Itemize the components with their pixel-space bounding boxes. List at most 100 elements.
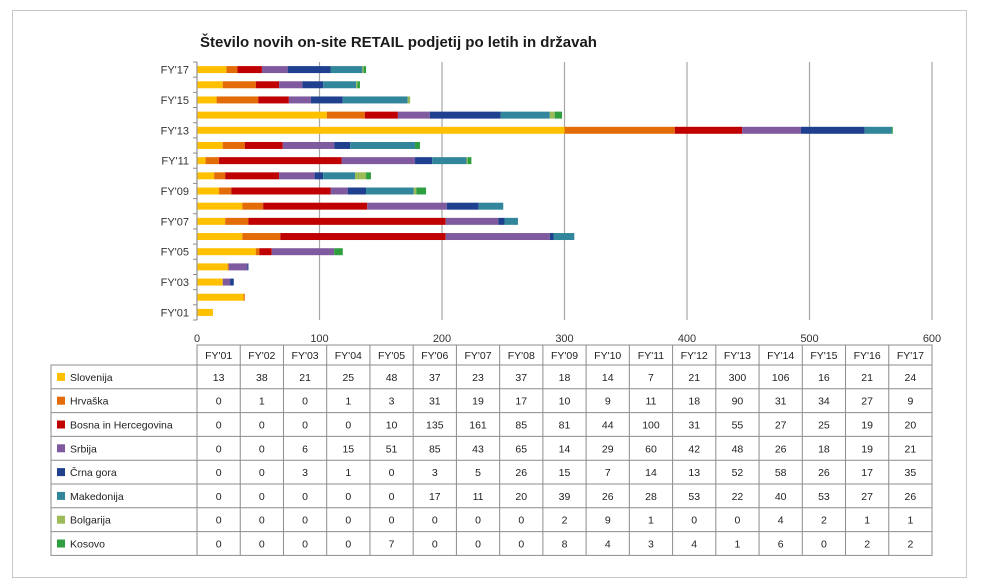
bar-segment — [498, 217, 505, 225]
table-cell-value: 25 — [342, 372, 354, 384]
bar-segment — [554, 111, 563, 119]
table-cell-value: 17 — [429, 491, 441, 503]
table-header-cell: FY'04 — [335, 350, 362, 362]
table-cell-value: 81 — [559, 420, 571, 432]
table-cell-value: 0 — [259, 515, 265, 527]
y-tick-label: FY'11 — [161, 156, 189, 168]
table-cell-value: 135 — [426, 420, 444, 432]
table-cell-value: 65 — [515, 443, 527, 455]
x-tick-label: 100 — [310, 333, 328, 345]
table-cell-value: 6 — [778, 539, 784, 551]
bar-segment — [243, 293, 245, 301]
legend-key — [57, 444, 65, 453]
table-cell-value: 52 — [732, 467, 744, 479]
bar-segment — [445, 233, 550, 241]
bar-segment — [310, 96, 343, 104]
x-tick-label: 500 — [800, 333, 818, 345]
bar-segment — [288, 96, 311, 104]
table-cell-value: 0 — [216, 396, 222, 408]
table-cell-value: 9 — [605, 515, 611, 527]
bar-segment — [549, 111, 555, 119]
table-cell-value: 14 — [645, 467, 657, 479]
bar-segment — [326, 111, 365, 119]
series-label: Bolgarija — [70, 515, 111, 527]
bar-segment — [219, 157, 342, 165]
table-cell-value: 31 — [429, 396, 441, 408]
bar-segment — [225, 172, 280, 180]
bar-segment — [205, 157, 220, 165]
table-cell-value: 7 — [605, 467, 611, 479]
table-cell-value: 26 — [515, 467, 527, 479]
table-cell-value: 35 — [905, 467, 917, 479]
bar-segment — [197, 263, 228, 271]
legend-key — [57, 468, 65, 477]
table-cell-value: 38 — [256, 372, 268, 384]
table-cell-value: 26 — [905, 491, 917, 503]
table-cell-value: 100 — [642, 420, 660, 432]
table-cell-value: 300 — [729, 372, 747, 384]
bar-segment — [280, 233, 446, 241]
table-cell-value: 0 — [216, 515, 222, 527]
bar-segment — [415, 157, 433, 165]
table-cell-value: 20 — [905, 420, 917, 432]
bar-segment — [263, 202, 368, 210]
bar-segment — [742, 126, 801, 134]
bar-segment — [366, 187, 414, 195]
bar-segment — [222, 278, 231, 286]
bar-segment — [446, 202, 479, 210]
bar-segment — [330, 66, 363, 74]
bar-segment — [226, 66, 238, 74]
bar-segment — [342, 96, 408, 104]
table-cell-value: 161 — [469, 420, 487, 432]
table-header-cell: FY'01 — [205, 350, 232, 362]
bar-segment — [279, 81, 303, 89]
bar-segment — [800, 126, 865, 134]
table-cell-value: 18 — [559, 372, 571, 384]
table-cell-value: 0 — [259, 539, 265, 551]
table-cell-value: 9 — [605, 396, 611, 408]
bar-segment — [197, 172, 215, 180]
table-cell-value: 0 — [216, 491, 222, 503]
table-cell-value: 7 — [389, 539, 395, 551]
table-cell-value: 28 — [645, 491, 657, 503]
bar-segment — [330, 187, 348, 195]
table-cell-value: 0 — [302, 539, 308, 551]
table-cell-value: 27 — [861, 491, 873, 503]
table-cell-value: 27 — [775, 420, 787, 432]
table-cell-value: 0 — [302, 396, 308, 408]
table-cell-value: 18 — [688, 396, 700, 408]
series-label: Bosna in Hercegovina — [70, 420, 173, 432]
bar-segment — [500, 111, 550, 119]
bar-segment — [279, 172, 315, 180]
bar-segment — [674, 126, 743, 134]
table-cell-value: 3 — [302, 467, 308, 479]
series-label: Kosovo — [70, 539, 105, 551]
bar-segment — [242, 233, 281, 241]
bar-segment — [478, 202, 504, 210]
legend-key — [57, 515, 65, 524]
bar-segment — [413, 187, 417, 195]
table-cell-value: 0 — [302, 491, 308, 503]
bar-segment — [362, 66, 364, 74]
table-cell-value: 0 — [259, 420, 265, 432]
table-cell-value: 40 — [775, 491, 787, 503]
bar-segment — [197, 248, 256, 256]
bar-segment — [197, 308, 213, 316]
table-cell-value: 3 — [432, 467, 438, 479]
table-cell-value: 13 — [688, 467, 700, 479]
table-cell-value: 1 — [259, 396, 265, 408]
legend-key — [57, 539, 65, 548]
y-tick-label: FY'17 — [161, 65, 189, 77]
chart-title: Število novih on-site RETAIL podjetij po… — [200, 34, 597, 51]
y-tick-label: FY'05 — [161, 247, 189, 259]
table-cell-value: 9 — [907, 396, 913, 408]
bar-segment — [282, 141, 335, 149]
table-cell-value: 0 — [389, 515, 395, 527]
table-cell-value: 60 — [645, 443, 657, 455]
bar-segment — [242, 202, 264, 210]
bar-segment — [197, 66, 227, 74]
table-cell-value: 0 — [345, 420, 351, 432]
table-cell-value: 16 — [818, 372, 830, 384]
table-cell-value: 0 — [475, 539, 481, 551]
